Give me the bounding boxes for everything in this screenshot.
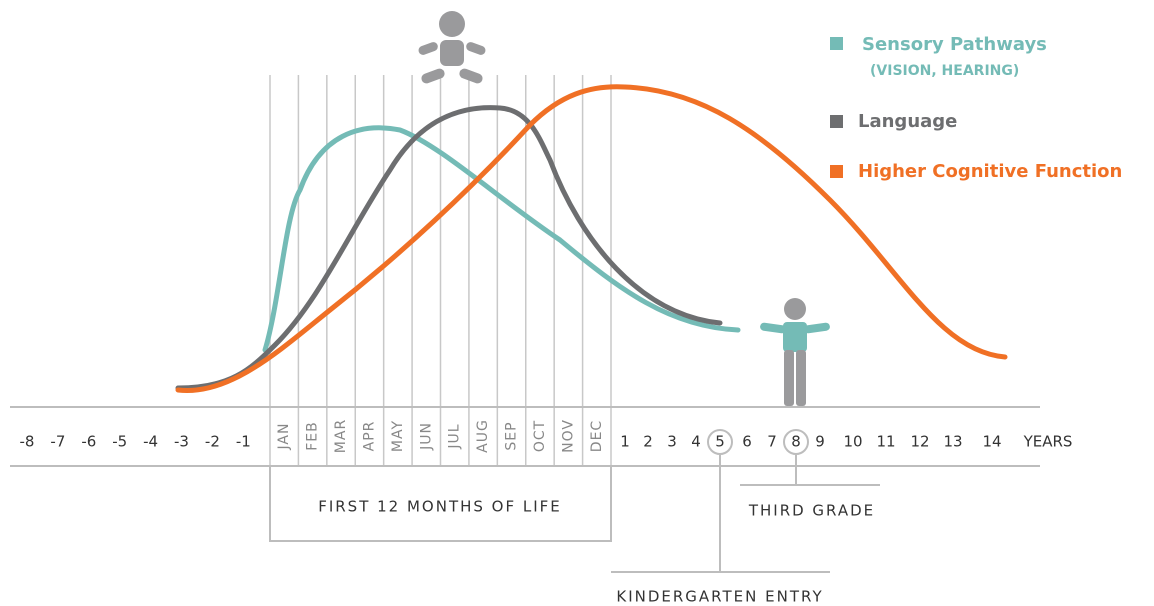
year-label: 2 (643, 433, 653, 451)
prenatal-label: -1 (236, 433, 251, 451)
year-label: 6 (742, 433, 752, 451)
timeline-labels: -8 -7 -6 -5 -4 -3 -2 -1 JAN FEB MAR APR MAY JUN JUL AUG… (20, 419, 1073, 454)
year-label: 1 (620, 433, 630, 451)
year-label: 8 (791, 433, 801, 451)
prenatal-label: -6 (81, 433, 96, 451)
month-label: APR (361, 421, 377, 452)
legend-label: Sensory Pathways (862, 34, 1047, 55)
legend-sublabel: (VISION, HEARING) (870, 63, 1019, 79)
legend-label: Higher Cognitive Function (858, 161, 1122, 182)
legend-label: Language (858, 111, 957, 132)
legend-swatch (830, 115, 843, 128)
prenatal-label: -4 (143, 433, 158, 451)
month-label: SEP (504, 421, 520, 450)
month-label: MAR (333, 419, 349, 453)
third-grade-label: THIRD GRADE (748, 502, 875, 520)
year-label: 9 (815, 433, 825, 451)
sensory-curve (265, 128, 738, 350)
month-label: AUG (475, 419, 491, 453)
infographic: FIRST 12 MONTHS OF LIFE THIRD GRADE KIND… (0, 0, 1154, 606)
year-label: 4 (691, 433, 701, 451)
year-label: 14 (982, 433, 1001, 451)
year-label: 12 (910, 433, 929, 451)
year-label: 10 (843, 433, 862, 451)
prenatal-label: -3 (174, 433, 189, 451)
month-label: OCT (532, 420, 548, 452)
year-label: 11 (876, 433, 895, 451)
month-label: JUL (447, 423, 463, 449)
prenatal-label: -7 (50, 433, 65, 451)
year-label: 3 (667, 433, 677, 451)
baby-icon (417, 11, 487, 85)
prenatal-label: -2 (205, 433, 220, 451)
month-label: DEC (589, 420, 605, 452)
unit-label: YEARS (1023, 433, 1073, 451)
language-curve (178, 108, 720, 388)
prenatal-label: -5 (112, 433, 127, 451)
month-label: FEB (305, 421, 321, 451)
child-icon (760, 298, 831, 406)
legend-swatch (830, 37, 843, 50)
month-label: MAY (390, 420, 406, 452)
legend-swatch (830, 165, 843, 178)
month-label: JUN (418, 422, 434, 451)
year-label: 13 (943, 433, 962, 451)
year-label: 5 (715, 433, 725, 451)
month-label: JAN (276, 423, 292, 451)
kindergarten-label: KINDERGARTEN ENTRY (616, 588, 823, 606)
year-label: 7 (767, 433, 777, 451)
third-grade-connector (740, 455, 880, 485)
prenatal-label: -8 (20, 433, 35, 451)
month-label: NOV (560, 419, 576, 453)
first-year-label: FIRST 12 MONTHS OF LIFE (318, 498, 562, 516)
